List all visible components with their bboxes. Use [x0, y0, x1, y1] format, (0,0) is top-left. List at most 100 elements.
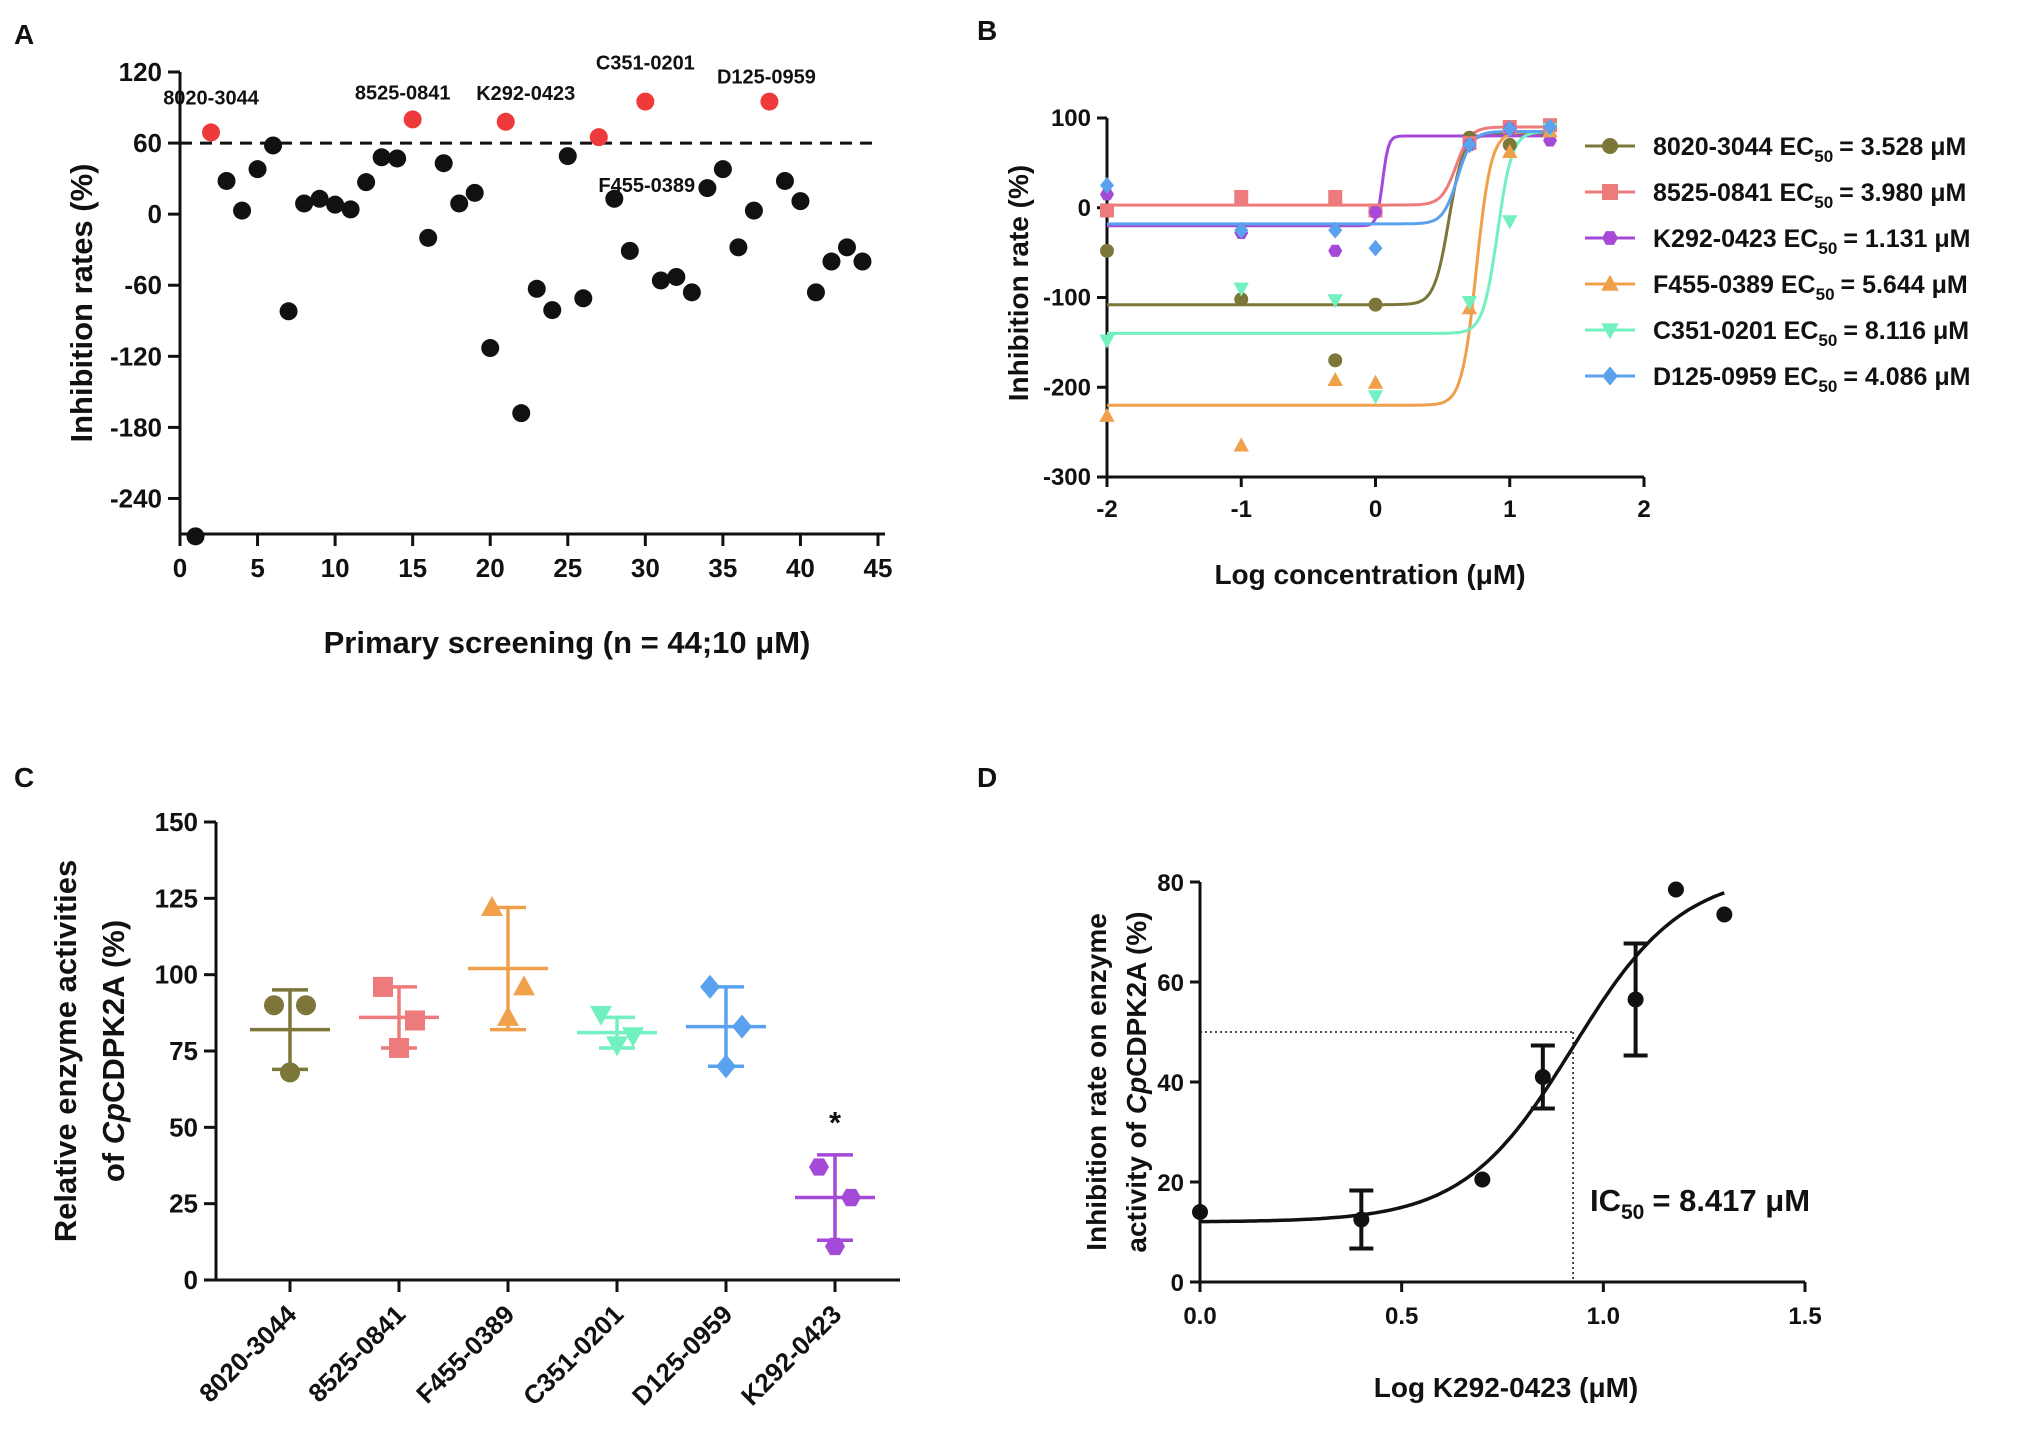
panel-b-point-K292-0423 — [1100, 188, 1114, 201]
panel-a-hit-label: C351-0201 — [596, 53, 695, 75]
panel-a-data-point — [217, 171, 236, 190]
panel-c-significance-marker: * — [829, 1105, 842, 1140]
panel-b-legend-marker — [1602, 231, 1618, 245]
panel-a-data-point — [775, 171, 794, 190]
panel-b-y-axis-title: Inhibition rate (%) — [1003, 165, 1034, 401]
panel-a-hit-label: F455-0389 — [598, 175, 695, 197]
panel-a-y-tick-label: -60 — [124, 270, 162, 300]
panel-a-data-point — [419, 228, 438, 247]
panel-c-y-tick-label: 0 — [184, 1265, 198, 1295]
panel-c-point-8020-3044 — [296, 995, 316, 1016]
panel-a-x-tick-label: 25 — [553, 553, 582, 583]
panel-d-y-axis-title-suffix: CDPK2A (%) — [1121, 911, 1152, 1076]
panel-a-data-point — [744, 201, 763, 220]
panel-b-legend-marker — [1601, 274, 1619, 291]
panel-c-point-K292-0423 — [841, 1188, 861, 1207]
panel-d-y-axis-title-line2: activity of CpCDPK2A (%) — [1121, 911, 1152, 1252]
panel-a-hit-point — [202, 123, 221, 142]
panel-a-y-tick-label: -180 — [110, 412, 162, 442]
panel-b-point-C351-0201 — [1367, 390, 1384, 405]
panel-b-point-D125-0959 — [1234, 221, 1249, 239]
panel-b-legend-compound: K292-0423 EC — [1653, 225, 1818, 253]
panel-c-y-tick-label: 125 — [155, 883, 198, 913]
panel-b-point-D125-0959 — [1462, 136, 1477, 154]
panel-c-point-8020-3044 — [264, 995, 284, 1016]
panel-a-hit-point — [760, 92, 779, 111]
panel-b-fit-curve-F455-0389 — [1107, 130, 1550, 407]
panel-a-data-point — [558, 147, 577, 166]
panel-a-data-point — [620, 241, 639, 260]
panel-a-data-point — [233, 201, 252, 220]
panel-b-legend-subscript: 50 — [1814, 147, 1833, 166]
panel-d-data-point — [1716, 906, 1733, 923]
panel-b-legend-marker — [1602, 366, 1618, 386]
panel-b-point-8020-3044 — [1100, 243, 1114, 258]
panel-a-data-point — [651, 271, 670, 290]
panel-d-data-point — [1627, 991, 1644, 1008]
panel-b-point-C351-0201 — [1461, 296, 1478, 311]
panel-b-point-C351-0201 — [1233, 282, 1249, 297]
panel-d-data-point — [1474, 1171, 1491, 1188]
panel-b-legend-marker — [1602, 138, 1618, 154]
panel-b-point-8020-3044 — [1234, 292, 1249, 307]
panel-a-data-point — [853, 252, 872, 271]
panel-d-data-point — [1534, 1069, 1551, 1085]
panel-a-data-point — [667, 267, 686, 286]
panel-b-point-D125-0959 — [1328, 221, 1343, 239]
panel-b-legend-compound: 8020-3044 EC — [1653, 133, 1814, 161]
panel-b-point-D125-0959 — [1543, 118, 1558, 136]
panel-a-x-axis-title: Primary screening (n = 44;10 μM) — [324, 625, 811, 660]
panel-b-x-tick-label: 1 — [1503, 496, 1516, 523]
panel-d-y-tick-label: 80 — [1157, 870, 1184, 897]
panel-a-data-point — [264, 136, 283, 155]
panel-a-x-tick-label: 15 — [398, 553, 427, 583]
panel-b-legend-compound: F455-0389 EC — [1653, 271, 1816, 299]
panel-c-point-F455-0389 — [513, 975, 535, 996]
panel-d-data-point — [1353, 1211, 1370, 1228]
panel-b-x-tick-label: -2 — [1096, 496, 1117, 523]
panel-a-data-point — [341, 200, 360, 219]
panel-a-y-axis-title: Inhibition rates (%) — [64, 164, 99, 443]
panel-b-legend-value: = 5.644 μM — [1841, 271, 1968, 299]
panel-letter-d: D — [977, 762, 997, 793]
panel-b-point-8020-3044 — [1328, 353, 1343, 368]
panel-a-hit-point — [589, 128, 608, 147]
panel-b-y-tick-label: 100 — [1051, 105, 1091, 132]
panel-b-legend-subscript: 50 — [1814, 193, 1833, 212]
panel-a-x-tick-label: 30 — [631, 553, 660, 583]
panel-a-y-tick-label: -120 — [110, 341, 162, 371]
panel-d-data-point — [1667, 881, 1684, 898]
panel-c-x-tick-label: 8020-3044 — [193, 1299, 303, 1409]
panel-b-legend-subscript: 50 — [1818, 377, 1837, 396]
panel-b-legend-label: F455-0389 EC50 = 5.644 μM — [1653, 271, 1968, 304]
panel-a-data-point — [698, 179, 717, 198]
panel-b-legend-marker — [1602, 184, 1618, 200]
panel-d-ic50-value: = 8.417 μM — [1652, 1183, 1810, 1218]
panel-b-legend-subscript: 50 — [1818, 331, 1837, 350]
panel-c-y-axis-title-italic: Cp — [96, 1103, 131, 1144]
panel-d-x-tick-label: 1.5 — [1788, 1303, 1821, 1330]
panel-a-data-point — [326, 195, 345, 214]
panel-d-ic50-subscript: 50 — [1621, 1201, 1644, 1224]
panel-letter-c: C — [14, 762, 34, 793]
panel-b-y-tick-label: -100 — [1043, 285, 1091, 312]
panel-d-x-tick-label: 0.5 — [1385, 1303, 1418, 1330]
panel-c-y-axis-title-suffix: CDPK2A (%) — [96, 920, 131, 1103]
panel-a-data-point — [450, 194, 469, 213]
panel-a-y-tick-label: 60 — [133, 128, 162, 158]
panel-d-y-axis-title-italic: Cp — [1121, 1077, 1152, 1114]
panel-c-point-F455-0389 — [481, 895, 503, 916]
panel-a-x-tick-label: 5 — [250, 553, 264, 583]
panel-b-point-K292-0423 — [1368, 206, 1383, 219]
panel-c-point-8525-0841 — [405, 1010, 425, 1031]
panel-b-legend-label: C351-0201 EC50 = 8.116 μM — [1653, 317, 1969, 350]
panel-a-chart: 120 60 0 -60 -120 -180 -240 0 5 10 15 20 25 30 35 40 45… — [64, 53, 892, 660]
panel-b-legend-label: D125-0959 EC50 = 4.086 μM — [1653, 363, 1971, 396]
panel-d-y-tick-label: 60 — [1157, 970, 1184, 997]
panel-b-point-8525-0841 — [1328, 189, 1343, 204]
panel-c-x-tick-label: F455-0389 — [410, 1299, 520, 1409]
panel-a-x-tick-label: 0 — [173, 553, 187, 583]
panel-a-data-point — [605, 189, 624, 208]
panel-a-x-tick-label: 45 — [864, 553, 893, 583]
panel-b-point-F455-0389 — [1099, 407, 1115, 422]
